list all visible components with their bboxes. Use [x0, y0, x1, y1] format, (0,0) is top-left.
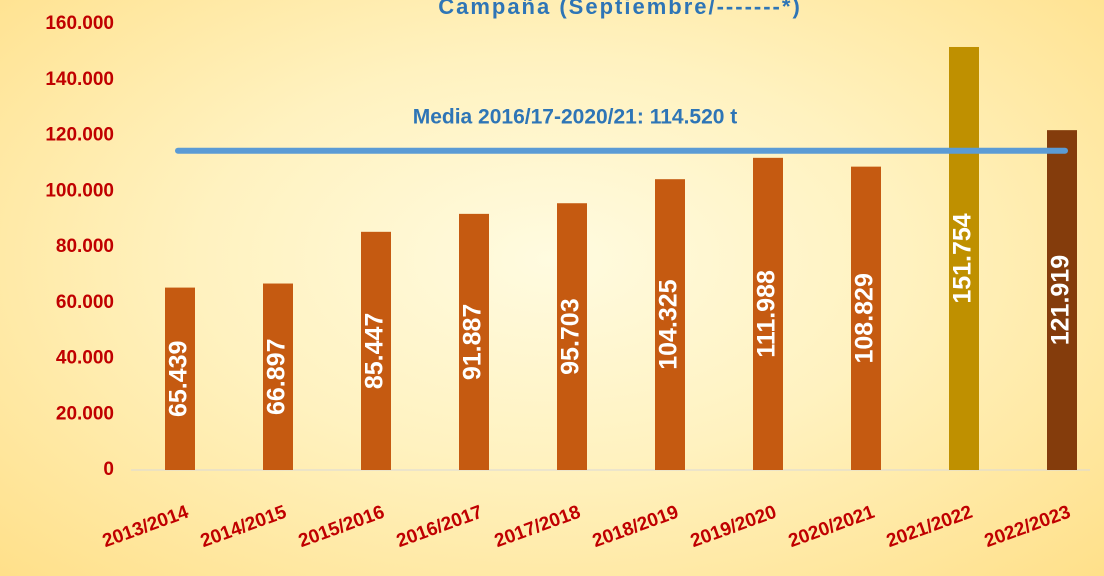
value-label: 151.754	[949, 213, 977, 303]
y-tick-label: 100.000	[45, 180, 114, 201]
y-tick-label: 160.000	[45, 13, 114, 34]
value-label: 65.439	[165, 341, 193, 417]
x-tick-label: 2019/2020	[688, 502, 780, 552]
y-tick-label: 60.000	[56, 292, 114, 313]
value-label: 104.325	[655, 279, 683, 369]
value-label: 95.703	[557, 298, 585, 374]
value-label: 108.829	[851, 273, 879, 363]
value-label: 66.897	[263, 339, 291, 415]
bar	[557, 203, 587, 470]
y-tick-label: 40.000	[56, 348, 114, 369]
x-tick-label: 2018/2019	[590, 502, 682, 552]
bar	[753, 157, 783, 471]
x-tick-label: 2017/2018	[492, 502, 584, 552]
x-tick-label: 2021/2022	[884, 502, 976, 552]
bar	[361, 231, 391, 470]
bar	[949, 46, 979, 471]
y-tick-label: 0	[103, 459, 114, 480]
chart-title: Campaña (Septiembre/-------*)	[438, 0, 802, 19]
value-label: 85.447	[361, 313, 389, 389]
y-tick-label: 120.000	[45, 125, 114, 146]
mean-label: Media 2016/17-2020/21: 114.520 t	[413, 105, 738, 128]
bar	[263, 283, 293, 470]
value-label: 111.988	[753, 270, 781, 358]
x-tick-label: 2016/2017	[394, 502, 486, 552]
bar	[655, 179, 685, 470]
y-tick-label: 20.000	[56, 403, 114, 424]
x-tick-label: 2014/2015	[198, 502, 290, 553]
x-tick-label: 2022/2023	[982, 502, 1074, 552]
y-tick-label: 140.000	[45, 69, 114, 90]
x-tick-label: 2015/2016	[296, 502, 388, 552]
bar	[459, 213, 489, 470]
x-tick-label: 2020/2021	[786, 502, 878, 553]
bar	[1047, 130, 1077, 470]
bar	[165, 287, 195, 470]
value-label: 121.919	[1047, 255, 1075, 345]
value-label: 91.887	[459, 304, 487, 380]
y-tick-label: 80.000	[56, 236, 114, 257]
x-tick-label: 2013/2014	[100, 502, 192, 553]
bar	[851, 166, 881, 470]
